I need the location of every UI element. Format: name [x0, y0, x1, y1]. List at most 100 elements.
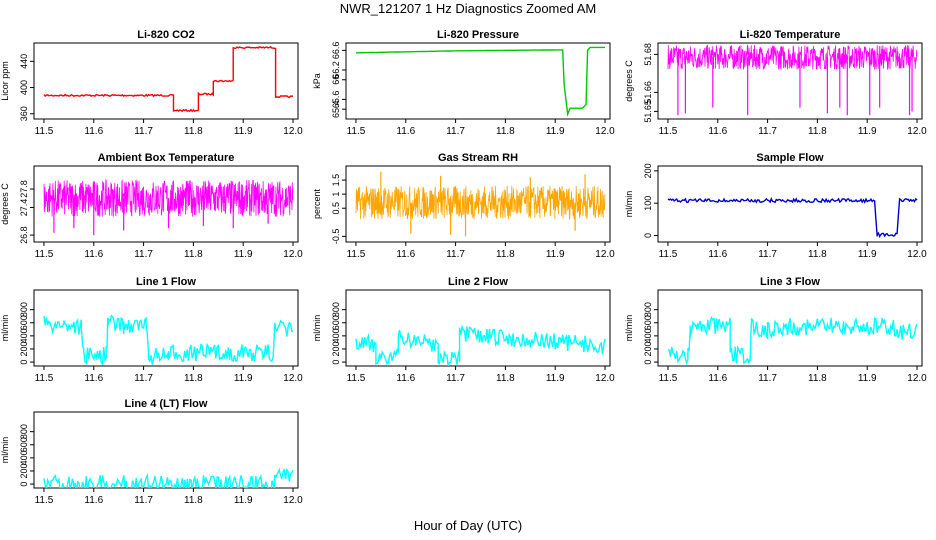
- y-tick-label: 200: [19, 341, 29, 356]
- x-tick-label: 12.0: [283, 249, 303, 260]
- panel-title: Gas Stream RH: [438, 152, 518, 164]
- data-layer: [667, 197, 918, 238]
- y-axis-label: degrees C: [624, 60, 634, 102]
- x-tick-label: 11.5: [347, 373, 366, 384]
- x-tick-label: 11.9: [546, 126, 565, 137]
- panel-title: Li-820 CO2: [137, 29, 194, 41]
- x-tick-label: 11.6: [708, 249, 727, 260]
- y-tick-label: 65.6: [331, 91, 341, 109]
- y-tick-label: 360: [19, 106, 29, 121]
- series-trace: [355, 185, 606, 220]
- y-tick-label: 400: [19, 450, 29, 465]
- chart-panel-8: Line 2 Flow ml/min 11.5 11.6 11.7 11.8 11.9 12.…: [312, 276, 615, 384]
- x-tick-label: 11.6: [396, 249, 415, 260]
- x-tick-label: 11.7: [446, 126, 465, 137]
- x-tick-label: 11.8: [496, 126, 515, 137]
- y-tick-label: 400: [19, 328, 29, 343]
- plot-frame: [33, 165, 299, 243]
- chart-panel-6: Sample Flow ml/min 11.5 11.6 11.7 11.8 11.9 12.…: [624, 152, 927, 260]
- y-tick-label: 800: [19, 424, 29, 439]
- y-tick-label: 400: [19, 80, 29, 95]
- x-tick-label: 11.8: [808, 249, 827, 260]
- y-tick-label: 200: [331, 341, 341, 356]
- y-axis-label: Licor ppm: [0, 61, 10, 101]
- x-tick-label: 12.0: [907, 373, 927, 384]
- y-tick-label: 51.66: [643, 81, 653, 104]
- data-layer: [667, 44, 918, 116]
- x-tick-label: 11.5: [659, 126, 678, 137]
- x-tick-label: 12.0: [595, 373, 615, 384]
- x-tick-label: 11.9: [546, 373, 565, 384]
- chart-panel-9: Line 3 Flow ml/min 11.5 11.6 11.7 11.8 11.9 12.…: [624, 276, 927, 384]
- y-tick-label: 65.4: [331, 100, 341, 118]
- x-tick-label: 12.0: [595, 126, 615, 137]
- chart-panel-3: Li-820 Temperature degrees C 11.5 11.6 11.7 1…: [624, 29, 927, 137]
- chart-panel-10: Line 4 (LT) Flow ml/min 11.5 11.6 11.7 11.8 11…: [0, 398, 303, 506]
- x-tick-label: 11.8: [184, 249, 203, 260]
- x-tick-label: 11.5: [659, 373, 678, 384]
- x-tick-label: 11.7: [134, 495, 153, 506]
- plot-frame: [657, 165, 923, 243]
- series-line: [667, 316, 918, 366]
- figure-xlabel: Hour of Day (UTC): [413, 518, 523, 533]
- y-axis-label: kPa: [312, 73, 322, 89]
- x-tick-label: 11.7: [134, 373, 153, 384]
- x-tick-label: 11.6: [84, 126, 103, 137]
- x-tick-label: 12.0: [907, 126, 927, 137]
- y-tick-label: 600: [331, 315, 341, 330]
- figure-title: NWR_121207 1 Hz Diagnostics Zoomed AM: [339, 1, 597, 16]
- y-tick-label: 400: [643, 328, 653, 343]
- x-tick-label: 11.5: [347, 249, 366, 260]
- plot-frame: [345, 165, 611, 243]
- y-tick-label: 100: [643, 196, 653, 211]
- y-tick-label: 200: [19, 463, 29, 478]
- x-tick-label: 12.0: [283, 495, 303, 506]
- data-layer: [355, 171, 606, 237]
- x-tick-label: 11.6: [84, 249, 103, 260]
- x-tick-label: 12.0: [283, 126, 303, 137]
- x-tick-label: 11.6: [84, 373, 103, 384]
- y-tick-label: 600: [643, 315, 653, 330]
- plot-frame: [345, 289, 611, 367]
- y-tick-label: 66: [331, 75, 341, 85]
- y-tick-label: 51.68: [643, 43, 653, 66]
- y-tick-label: 0: [643, 360, 653, 365]
- y-tick-label: 440: [19, 54, 29, 69]
- x-tick-label: 12.0: [907, 249, 927, 260]
- y-tick-label: 200: [643, 341, 653, 356]
- chart-panel-1: Li-820 CO2 Licor ppm 11.5 11.6 11.7 11.8 11.9 1…: [0, 29, 303, 137]
- y-tick-label: 0: [331, 360, 341, 365]
- x-tick-label: 11.8: [184, 495, 203, 506]
- x-tick-label: 11.9: [858, 249, 877, 260]
- y-axis-label: percent: [312, 188, 322, 219]
- x-tick-label: 11.8: [808, 373, 827, 384]
- x-tick-label: 11.8: [808, 126, 827, 137]
- x-tick-label: 11.7: [134, 249, 153, 260]
- series-line: [356, 46, 605, 117]
- y-tick-label: 400: [331, 328, 341, 343]
- y-axis-label: degrees C: [0, 183, 10, 225]
- series-line: [43, 467, 294, 488]
- x-tick-label: 11.5: [35, 249, 54, 260]
- plot-frame: [33, 289, 299, 367]
- chart-panel-2: Li-820 Pressure kPa 11.5 11.6 11.7 11.8 11.9 12…: [312, 29, 615, 137]
- chart-panel-4: Ambient Box Temperature degrees C 11.5 11.6…: [0, 152, 303, 260]
- y-axis-label: ml/min: [0, 315, 10, 342]
- x-tick-label: 11.9: [234, 373, 253, 384]
- y-axis-label: ml/min: [312, 315, 322, 342]
- plot-frame: [657, 289, 923, 367]
- y-tick-label: 1.5: [331, 174, 341, 187]
- x-tick-label: 11.5: [35, 495, 54, 506]
- panel-title: Line 3 Flow: [760, 276, 820, 288]
- y-tick-label: 0: [19, 482, 29, 487]
- y-tick-label: 27.4: [19, 199, 29, 217]
- x-tick-label: 12.0: [283, 373, 303, 384]
- y-tick-label: 51.65: [643, 100, 653, 123]
- x-tick-label: 11.9: [234, 126, 253, 137]
- y-tick-label: -0.5: [331, 229, 341, 245]
- plot-frame: [33, 411, 299, 489]
- x-tick-label: 11.5: [35, 126, 54, 137]
- data-layer: [667, 316, 918, 366]
- y-axis-label: ml/min: [624, 315, 634, 342]
- y-tick-label: 1: [331, 192, 341, 197]
